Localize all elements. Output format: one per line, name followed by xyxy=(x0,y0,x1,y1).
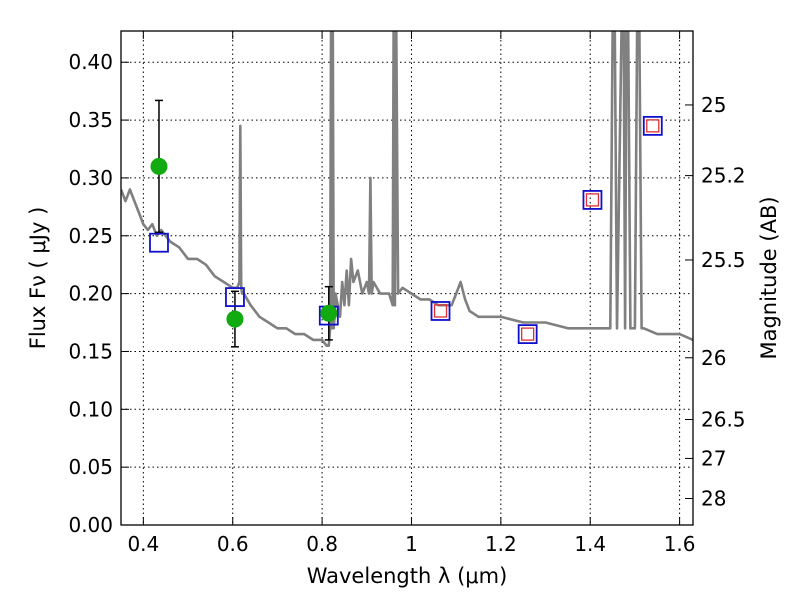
y2-axis-label: Magnitude (AB) xyxy=(757,196,781,359)
y2-tick-label: 27 xyxy=(701,446,726,470)
photometry-layer xyxy=(149,99,663,348)
x-tick-label: 0.6 xyxy=(217,532,249,556)
y-axis-label: Flux Fν ( μJy ) xyxy=(26,207,50,350)
model-point xyxy=(642,115,663,136)
y-tick-label: 0.05 xyxy=(68,455,113,479)
y2-tick-label: 25.2 xyxy=(701,164,746,188)
y2-tick-label: 26.5 xyxy=(701,407,746,431)
model-point-inner xyxy=(521,327,535,341)
y2-tick-label: 28 xyxy=(701,486,726,510)
model-point xyxy=(582,190,603,210)
y-tick-label: 0.10 xyxy=(68,397,113,421)
model-point xyxy=(517,324,538,345)
grid-lines xyxy=(121,31,693,526)
y2-tick-label: 26 xyxy=(701,346,726,370)
model-point-inner xyxy=(646,119,660,133)
x-tick-label: 1 xyxy=(405,532,418,556)
y2-tick-label: 25.5 xyxy=(701,248,746,272)
x-axis-label: Wavelength λ (μm) xyxy=(307,564,508,588)
y2-tick-label: 25 xyxy=(701,93,726,117)
y-tick-label: 0.25 xyxy=(68,224,113,248)
x-tick-label: 1.2 xyxy=(485,532,517,556)
model-point xyxy=(430,301,451,321)
x-tick-label: 1.4 xyxy=(574,532,606,556)
observed-point xyxy=(320,304,338,322)
spectrum-layer xyxy=(121,31,693,348)
y-tick-label: 0.40 xyxy=(68,50,113,74)
spectrum-line xyxy=(121,31,693,348)
x-tick-label: 1.6 xyxy=(664,532,696,556)
observed-point xyxy=(150,157,168,175)
y-tick-label: 0.15 xyxy=(68,339,113,363)
model-point-inner xyxy=(585,193,600,207)
x-tick-label: 0.8 xyxy=(306,532,338,556)
model-point-inner xyxy=(433,304,448,318)
model-point xyxy=(225,287,245,307)
plot-frame xyxy=(120,30,694,526)
tick-labels: 0.4 0.6 0.8 1 1.2 1.4 1.6 0.00 0.05 0.10 0.15 0.20 0… xyxy=(68,50,745,556)
observed-point xyxy=(226,310,244,328)
tick-marks xyxy=(121,31,693,526)
model-point xyxy=(149,232,169,253)
y-tick-label: 0.35 xyxy=(68,108,113,132)
y-tick-label: 0.20 xyxy=(68,282,113,306)
y-tick-label: 0.30 xyxy=(68,166,113,190)
y-tick-label: 0.00 xyxy=(68,513,113,537)
x-tick-label: 0.4 xyxy=(127,532,159,556)
